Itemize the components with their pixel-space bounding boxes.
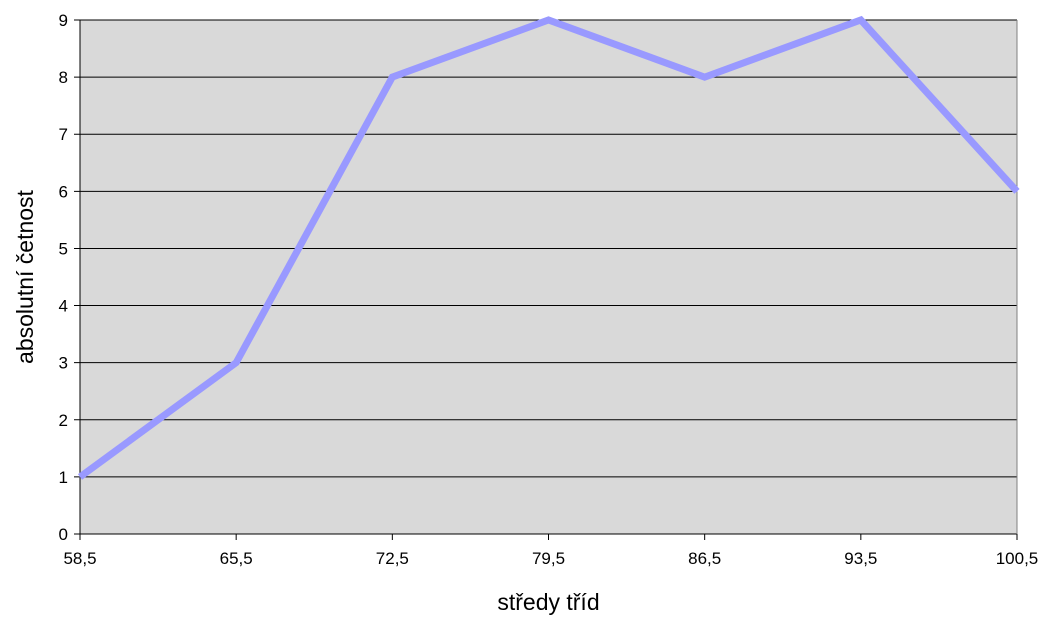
x-tick-label: 79,5 bbox=[532, 549, 565, 568]
data-point bbox=[235, 362, 237, 364]
x-tick-label: 72,5 bbox=[376, 549, 409, 568]
data-point bbox=[548, 19, 549, 21]
x-tick-label: 65,5 bbox=[220, 549, 253, 568]
y-tick-label: 0 bbox=[59, 525, 68, 544]
y-tick-label: 3 bbox=[59, 354, 68, 373]
series-layer bbox=[77, 15, 1020, 480]
plot-area bbox=[80, 20, 1017, 534]
x-tick-label: 86,5 bbox=[688, 549, 721, 568]
data-point bbox=[704, 76, 706, 78]
data-point bbox=[391, 76, 393, 78]
x-tick-label: 100,5 bbox=[996, 549, 1039, 568]
y-tick-labels: 0 1 2 3 4 5 6 7 8 9 bbox=[59, 11, 68, 544]
x-tick-labels: 58,5 65,5 72,5 79,5 86,5 93,5 100,5 bbox=[63, 534, 1038, 568]
y-axis-title: absolutní četnost bbox=[12, 189, 38, 364]
y-tick-label: 7 bbox=[59, 125, 68, 144]
x-axis-title: středy tříd bbox=[497, 589, 599, 615]
y-tick-label: 8 bbox=[59, 68, 68, 87]
y-tick-label: 5 bbox=[59, 239, 68, 258]
data-point bbox=[79, 476, 81, 478]
y-tick-label: 2 bbox=[59, 411, 68, 430]
y-tick-label: 1 bbox=[59, 468, 68, 487]
x-tick-label: 58,5 bbox=[63, 549, 96, 568]
y-tick-label: 6 bbox=[59, 182, 68, 201]
y-tick-label: 9 bbox=[59, 11, 68, 30]
data-point bbox=[860, 19, 862, 21]
x-tick-label: 93,5 bbox=[844, 549, 877, 568]
y-tick-label: 4 bbox=[59, 297, 68, 316]
data-point bbox=[1016, 190, 1018, 192]
